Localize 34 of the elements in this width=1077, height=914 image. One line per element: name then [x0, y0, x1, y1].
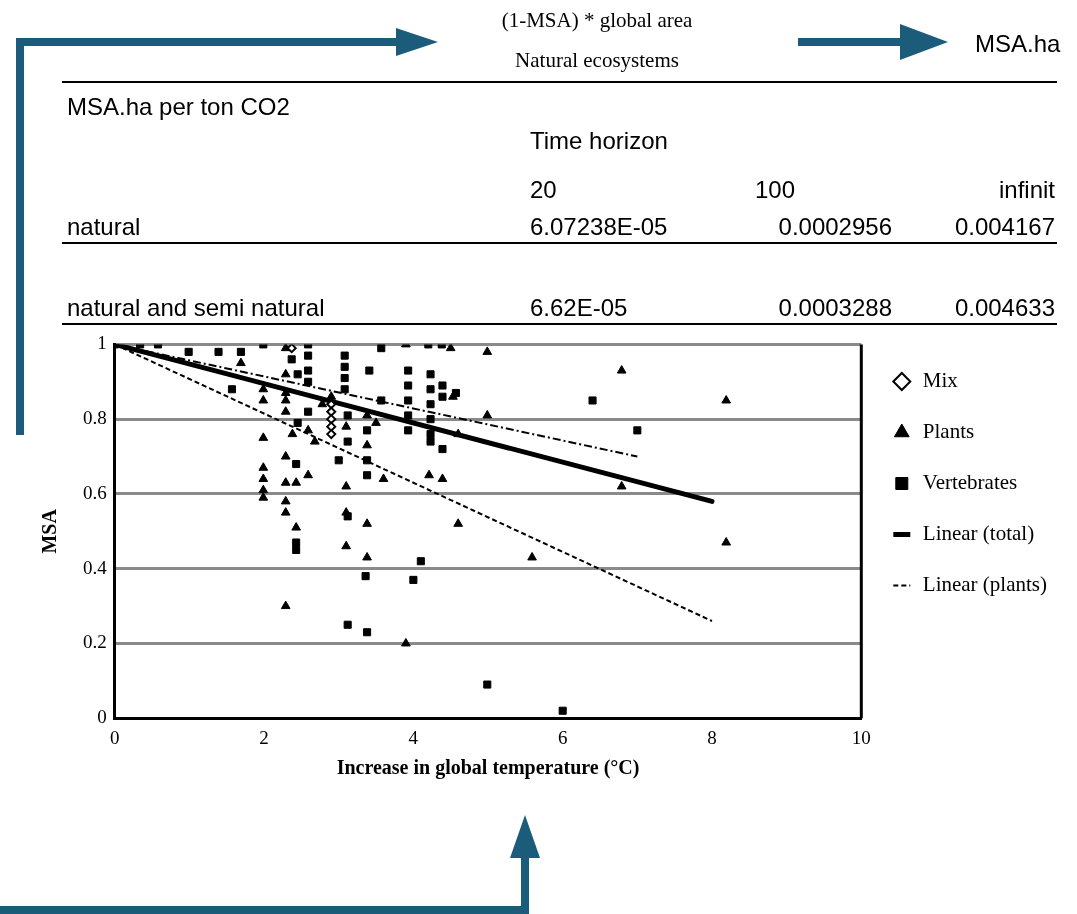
legend-label: Vertebrates [922, 470, 1018, 495]
x-axis-title: Increase in global temperature (°C) [336, 756, 640, 780]
text: Time horizon [530, 127, 668, 154]
y-tick-label: 0.6 [83, 481, 107, 503]
legend-label: Linear (total) [922, 521, 1035, 546]
text: (1-MSA) * global area [501, 8, 693, 32]
x-tick-label: 6 [557, 726, 568, 748]
x-tick-label: 10 [851, 726, 871, 748]
x-tick-label: 2 [259, 726, 269, 748]
x-tick-label: 8 [707, 726, 717, 748]
text: 0.0003288 [778, 294, 892, 321]
y-tick-label: 0.8 [83, 407, 107, 429]
text: MSA.ha per ton CO2 [67, 93, 290, 120]
y-axis-title: MSA [38, 508, 61, 554]
y-tick-label: 1 [97, 332, 107, 354]
text: 6.07238E-05 [530, 213, 668, 240]
text: 20 [530, 176, 557, 203]
text: 6.62E-05 [530, 294, 628, 321]
text: natural [67, 213, 141, 240]
y-tick-label: 0 [97, 706, 107, 728]
x-tick-label: 4 [408, 726, 419, 748]
text: Natural ecosystems [515, 48, 679, 72]
y-tick-label: 0.2 [83, 631, 107, 653]
text: MSA.ha [975, 30, 1061, 57]
text: 0.004167 [954, 213, 1055, 240]
legend-label: Linear (plants) [922, 572, 1048, 597]
legend-label: Mix [922, 368, 959, 393]
text: infinit [998, 176, 1055, 203]
y-tick-label: 0.4 [83, 556, 108, 578]
legend-label: Plants [922, 419, 975, 444]
text: 100 [755, 176, 796, 203]
text: natural and semi natural [67, 294, 325, 321]
text: 0.0002956 [778, 213, 892, 240]
text: 0.004633 [954, 294, 1055, 321]
